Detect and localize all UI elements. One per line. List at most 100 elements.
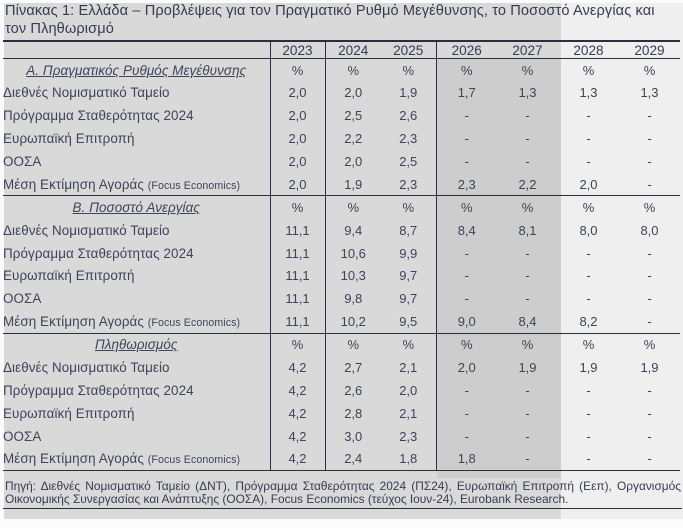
table-row: Μέση Εκτίμηση Αγοράς (Focus Economics) 4,… [3,447,680,472]
unit-cell: % [381,195,437,219]
value-cell: 8,2 [558,310,619,334]
value-cell: - [619,447,680,472]
value-cell: - [464,108,469,124]
value-cell: 10,3 [340,268,366,284]
row-label-cell: Διεθνές Νομισματικό Ταμείο [3,218,271,242]
value-cell: - [525,154,530,169]
row-label-cell: Διεθνές Νομισματικό Ταμείο [3,81,271,105]
unit-cell: % [270,195,326,219]
selection-highlight-light [561,3,683,519]
value-cell: - [586,405,591,421]
table-row: Διεθνές Νομισματικό Ταμείο 11,1 9,4 8,7 8,4 8… [3,218,680,242]
table-row: Πρόγραμμα Σταθερότητας 2024 2,0 2,5 2,6 - - - - [3,104,680,128]
table-row: ΟΟΣΑ 2,0 2,0 2,5 - - - - [3,150,680,173]
year-header-row: 2023 2024 2025 2026 2027 2028 2029 [3,40,680,59]
row-label: Διεθνές Νομισματικό Ταμείο [3,360,170,376]
value-cell: - [558,447,619,472]
value-cell: 1,8 [436,447,497,472]
row-label: Διεθνές Νομισματικό Ταμείο [3,222,170,238]
value-cell: - [586,428,591,444]
table-row: Ευρωπαϊκή Επιτροπή 4,2 2,8 2,1 - - - - [3,401,680,425]
section-title-cell: Πληθωρισμός [3,333,271,357]
value-cell: 2,3 [381,424,437,448]
value-cell: 9,0 [436,310,497,334]
value-cell: 1,3 [579,85,598,101]
table-row: Διεθνές Νομισματικό Ταμείο 2,0 2,0 1,9 1,7 1,… [3,81,680,105]
forecast-table: 2023 2024 2025 2026 2027 2028 2029 Α. Πρ… [3,40,680,472]
value-cell: - [647,405,652,421]
value-cell: 1,8 [381,447,437,472]
value-cell: - [647,108,652,124]
value-cell: 2,1 [381,401,437,425]
value-cell: - [619,310,680,334]
row-label-cell: Ευρωπαϊκή Επιτροπή [3,401,271,425]
row-label-cell: ΟΟΣΑ [3,150,271,173]
value-cell: 1,7 [457,85,476,101]
row-label: Πρόγραμμα Σταθερότητας 2024 [3,108,194,124]
year-header-2028: 2028 [558,40,619,59]
value-cell: 11,1 [270,218,326,242]
value-cell: 8,0 [579,222,598,238]
value-cell: - [525,131,530,147]
row-label-cell: Ευρωπαϊκή Επιτροπή [3,264,271,288]
value-cell: 3,0 [344,428,363,444]
table-row: ΟΟΣΑ 4,2 3,0 2,3 - - - - [3,424,680,448]
year-header-2024: 2024 [325,40,381,59]
value-cell: - [525,108,530,124]
value-cell: 2,0 [344,154,363,169]
value-cell: 1,9 [325,172,381,197]
year-header-2027: 2027 [497,40,558,59]
table-row: Ευρωπαϊκή Επιτροπή 11,1 10,3 9,7 - - - - [3,264,680,288]
row-label: Ευρωπαϊκή Επιτροπή [3,405,135,421]
table-title: Πίνακας 1: Ελλάδα – Προβλέψεις για τον Π… [5,3,655,37]
value-cell: 2,6 [381,104,437,128]
unit-cell: % [582,200,595,216]
value-cell: - [586,131,591,147]
row-label: ΟΟΣΑ [3,291,42,307]
value-cell: - [464,131,469,147]
value-cell: 1,9 [640,360,659,376]
row-label-cell: ΟΟΣΑ [3,287,271,311]
unit-cell: % [582,337,595,353]
value-cell: 9,4 [344,222,363,238]
value-cell: - [525,291,530,307]
value-cell: 2,5 [344,108,363,124]
unit-cell: % [582,62,595,78]
row-label: Πρόγραμμα Σταθερότητας 2024 [3,382,194,398]
value-cell: - [619,172,680,197]
value-cell: - [464,154,469,169]
row-label-cell: Μέση Εκτίμηση Αγοράς (Focus Economics) [3,172,271,197]
unit-cell: % [521,200,534,216]
row-label-cell: Πρόγραμμα Σταθερότητας 2024 [3,241,271,265]
section-title: Β. Ποσοστό Ανεργίας [72,200,200,216]
value-cell: 2,2 [344,131,363,147]
corner-cell [3,40,271,59]
value-cell: 10,2 [325,310,381,334]
value-cell: 1,3 [640,85,659,101]
value-cell: 4,2 [270,447,326,472]
year-header-2026: 2026 [436,40,497,59]
section-title-cell: Α. Πραγματικός Ρυθμός Μεγέθυνσης [3,58,271,82]
value-cell: 9,7 [381,287,437,311]
value-cell: - [586,108,591,124]
value-cell: - [647,428,652,444]
table-row: Πρόγραμμα Σταθερότητας 2024 11,1 10,6 9,9 - -… [3,241,680,265]
row-label: Μέση Εκτίμηση Αγοράς [3,176,144,192]
value-cell: 1,9 [518,360,537,376]
value-cell: 1,9 [579,360,598,376]
unit-cell: % [521,62,534,78]
section-header-row: Β. Ποσοστό Ανεργίας%%%%%%% [3,195,680,219]
table-row: ΟΟΣΑ 11,1 9,8 9,7 - - - - [3,287,680,311]
row-label-cell: ΟΟΣΑ [3,424,271,448]
value-cell: - [586,245,591,261]
value-cell: 2,0 [270,104,326,128]
table-row: Μέση Εκτίμηση Αγοράς (Focus Economics) 2,… [3,172,680,197]
value-cell: 2,3 [381,172,437,197]
value-cell: 1,3 [518,85,537,101]
unit-cell: % [460,200,473,216]
value-cell: - [464,291,469,307]
row-label-note: (Focus Economics) [147,316,241,329]
section-header-row: Α. Πραγματικός Ρυθμός Μεγέθυνσης%%%%%%% [3,58,680,82]
unit-cell: % [270,58,326,82]
